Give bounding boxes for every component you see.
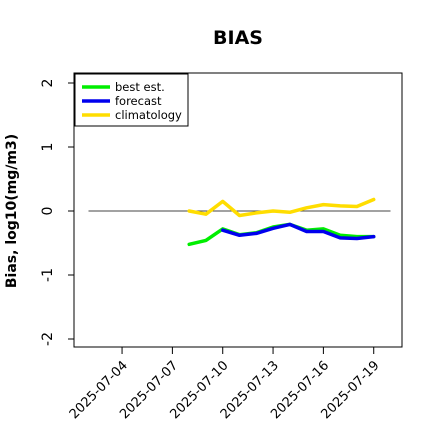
legend-label-forecast: forecast (115, 94, 162, 108)
y-tick-label: -2 (40, 332, 56, 346)
series-line-climatology (187, 197, 376, 218)
y-tick-label: 2 (40, 79, 56, 88)
chart-title: BIAS (213, 27, 263, 49)
legend-label-best-est: best est. (115, 80, 165, 94)
x-axis: 2025-07-042025-07-072025-07-102025-07-13… (67, 347, 383, 422)
series-layer (187, 197, 376, 247)
plot-frame (73, 72, 403, 348)
y-tick-label: 0 (40, 207, 56, 216)
y-tick-label: -1 (40, 268, 56, 282)
legend-label-climatology: climatology (115, 108, 182, 122)
y-axis: -2 -1 0 1 2 (40, 79, 74, 346)
y-axis-label: Bias, log10(mg/m3) (4, 134, 20, 288)
y-tick-label: 1 (40, 143, 56, 152)
series-line-forecast (220, 222, 376, 241)
